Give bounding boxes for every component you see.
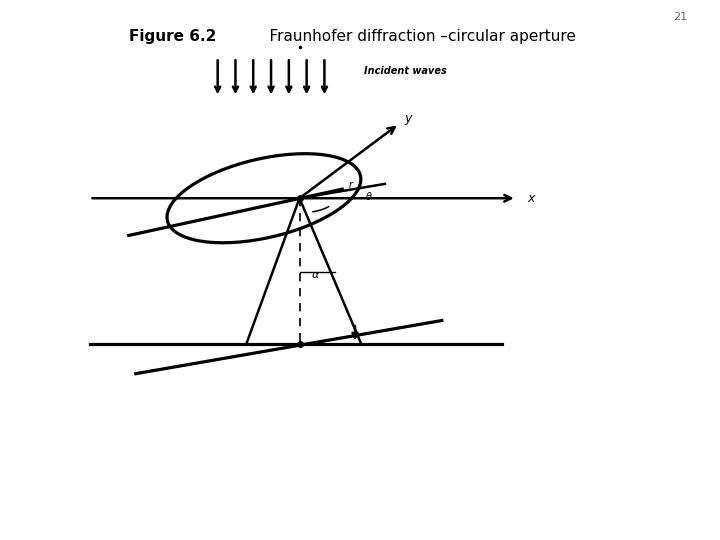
- Text: Fraunhofer diffraction –circular aperture: Fraunhofer diffraction –circular apertur…: [250, 29, 575, 44]
- Text: α: α: [312, 271, 319, 280]
- Text: Figure 6.2: Figure 6.2: [129, 29, 216, 44]
- Text: θ: θ: [366, 192, 372, 201]
- Text: r: r: [348, 180, 353, 190]
- Text: y: y: [404, 112, 411, 125]
- Text: x: x: [527, 192, 535, 205]
- Text: 21: 21: [673, 12, 688, 23]
- Text: Incident waves: Incident waves: [364, 66, 446, 76]
- Text: Figure 6.2    Fraunhofer diffraction –circular aperture: Figure 6.2 Fraunhofer diffraction –circu…: [129, 29, 531, 44]
